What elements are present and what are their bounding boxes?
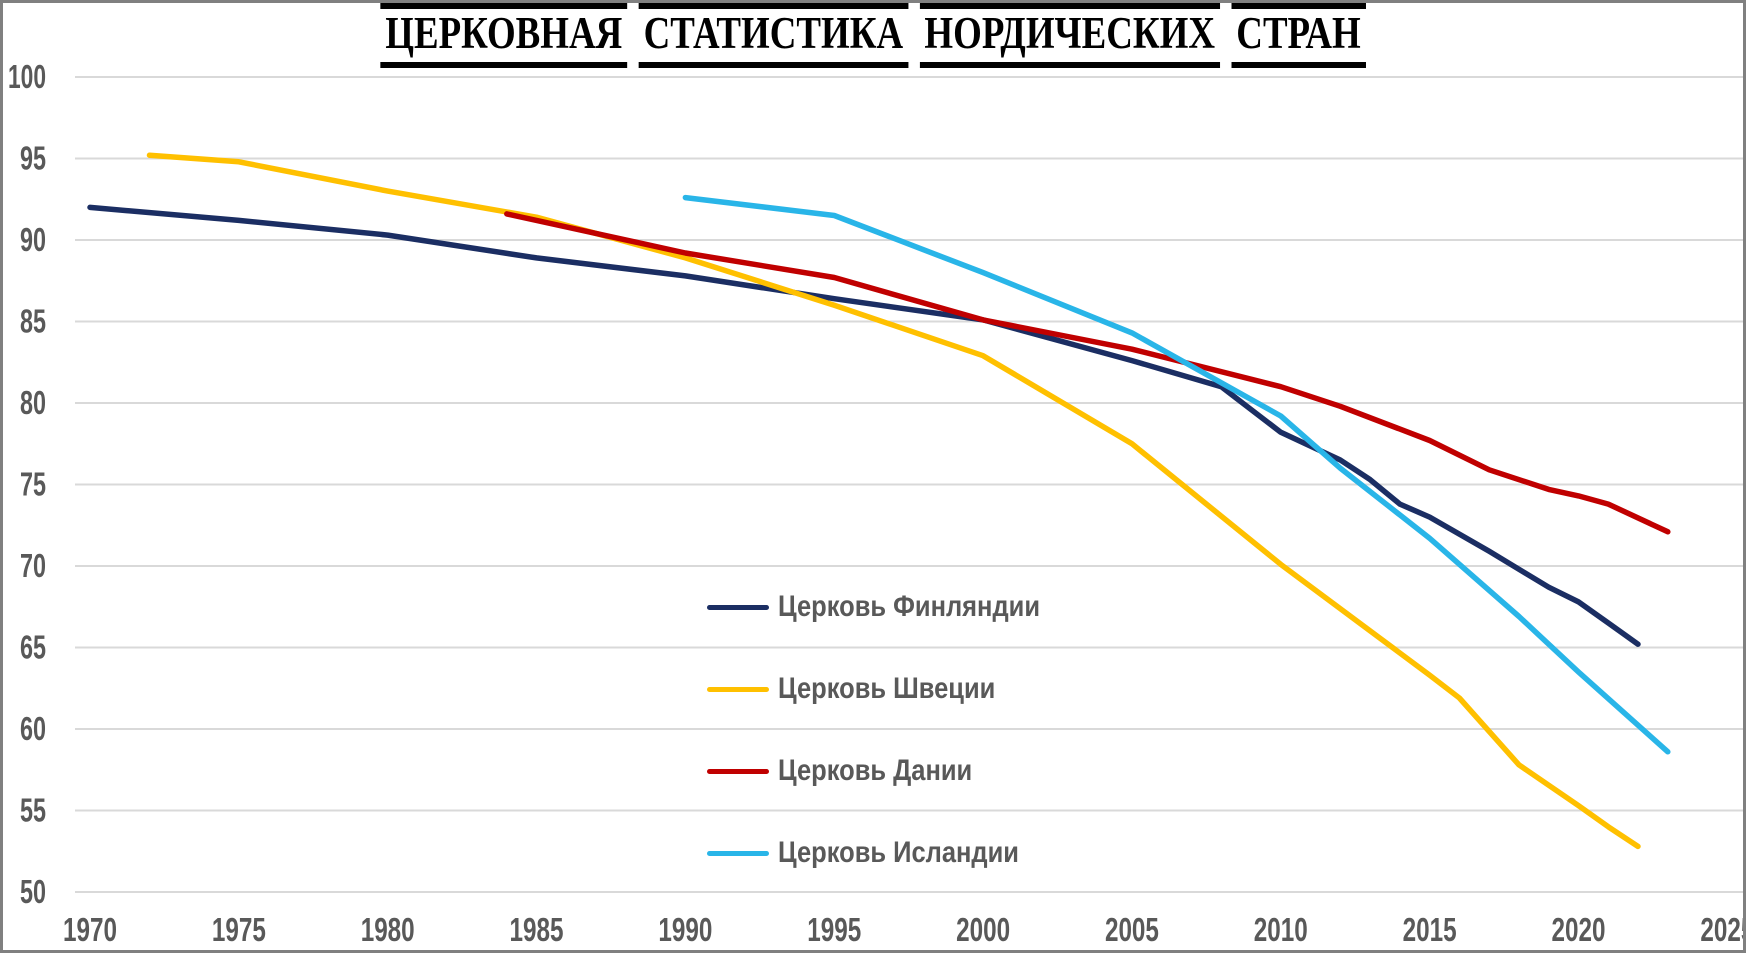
- x-axis-label-1980: 1980: [361, 911, 415, 948]
- y-axis-label-75: 75: [20, 466, 46, 503]
- chart-title-word: НОРДИЧЕСКИХ: [919, 3, 1220, 68]
- x-axis-label-2010: 2010: [1254, 911, 1308, 948]
- y-axis-label-65: 65: [20, 629, 46, 666]
- x-axis-label-1985: 1985: [510, 911, 564, 948]
- series-line-church-of-iceland: [682, 194, 1671, 755]
- chart-title: ЦЕРКОВНАЯ СТАТИСТИКА НОРДИЧЕСКИХ СТРАН: [375, 3, 1372, 68]
- x-axis-label-1995: 1995: [807, 911, 861, 948]
- x-axis-label-1975: 1975: [212, 911, 266, 948]
- y-axis-label-85: 85: [20, 303, 46, 340]
- x-axis-label-2005: 2005: [1105, 911, 1159, 948]
- y-axis-label-80: 80: [20, 384, 46, 421]
- y-axis-label-55: 55: [20, 792, 46, 829]
- x-axis-label-1970: 1970: [63, 911, 117, 948]
- x-axis-label-2020: 2020: [1552, 911, 1606, 948]
- x-axis-label-1990: 1990: [658, 911, 712, 948]
- y-axis-label-90: 90: [20, 221, 46, 258]
- y-axis-label-60: 60: [20, 710, 46, 747]
- y-axis-label-95: 95: [20, 140, 46, 177]
- x-axis-label-2000: 2000: [956, 911, 1010, 948]
- chart-title-word: ЦЕРКОВНАЯ: [380, 3, 628, 68]
- x-axis-label-2025: 2025: [1700, 911, 1746, 948]
- y-axis-label-100: 100: [8, 58, 46, 95]
- series-line-church-of-denmark: [504, 211, 1671, 535]
- series-line-church-of-sweden: [146, 152, 1641, 850]
- x-axis-label-2015: 2015: [1403, 911, 1457, 948]
- y-axis-label-70: 70: [20, 547, 46, 584]
- series-line-church-of-finland: [87, 204, 1641, 647]
- chart-title-word: СТАТИСТИКА: [638, 3, 909, 68]
- y-axis-label-50: 50: [20, 873, 46, 910]
- chart-title-word: СТРАН: [1231, 3, 1366, 68]
